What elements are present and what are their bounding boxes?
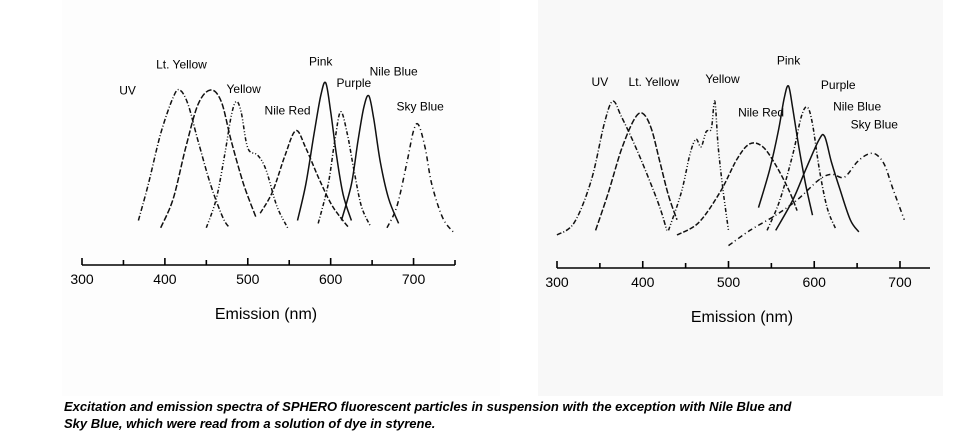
caption-line-1: Excitation and emission spectra of SPHER… (64, 399, 792, 414)
series-label-nile-blue: Nile Blue (370, 65, 418, 79)
x-tick-label: 400 (153, 271, 177, 287)
series-line-uv (556, 100, 668, 236)
series-line-purple (317, 111, 372, 227)
left-panel (62, 0, 500, 396)
series-label-pink: Pink (777, 54, 801, 68)
series-line-sky-blue (728, 152, 906, 247)
series-label-uv: UV (119, 83, 136, 97)
series-label-uv: UV (592, 75, 609, 89)
series-line-nile-red (259, 129, 350, 229)
x-tick-label: 500 (236, 271, 260, 287)
x-tick-label: 700 (888, 274, 912, 290)
series-label-yellow: Yellow (705, 72, 740, 86)
series-label-sky-blue: Sky Blue (851, 118, 899, 132)
series-label-purple: Purple (821, 78, 856, 92)
x-axis-title: Emission (nm) (215, 306, 317, 323)
x-tick-label: 300 (70, 271, 94, 287)
series-line-yellow (205, 100, 289, 229)
x-tick-label: 600 (319, 271, 343, 287)
series-label-pink: Pink (309, 54, 333, 68)
x-axis-title: Emission (nm) (691, 309, 793, 326)
x-tick-label: 300 (545, 274, 569, 290)
series-label-lt-yellow: Lt. Yellow (156, 57, 207, 71)
x-tick-label: 600 (803, 274, 827, 290)
series-label-nile-blue: Nile Blue (833, 99, 881, 113)
caption-line-2: Sky Blue, which were read from a solutio… (64, 416, 436, 431)
series-line-nile-red (676, 142, 798, 236)
series-label-nile-red: Nile Red (738, 105, 784, 119)
series-line-nile-blue (775, 133, 860, 233)
x-tick-label: 700 (402, 271, 426, 287)
series-line-nile-blue (340, 94, 400, 224)
x-tick-label: 400 (631, 274, 655, 290)
right-panel (538, 0, 943, 396)
series-line-lt-yellow (594, 112, 678, 231)
series-label-yellow: Yellow (227, 82, 262, 96)
series-line-lt-yellow (160, 89, 257, 229)
series-line-pink (296, 81, 353, 221)
right-spectra-chart: 300 400 500 600 700 Emission (nm) UV Lt. Yellow… (545, 54, 930, 326)
series-line-uv (137, 88, 231, 229)
series-label-nile-red: Nile Red (265, 104, 311, 118)
series-label-purple: Purple (337, 76, 372, 90)
series-line-yellow (667, 100, 730, 231)
series-label-sky-blue: Sky Blue (397, 99, 445, 113)
series-label-lt-yellow: Lt. Yellow (629, 75, 680, 89)
x-tick-label: 500 (717, 274, 741, 290)
series-line-sky-blue (386, 122, 454, 233)
figure-caption: Excitation and emission spectra of SPHER… (64, 398, 864, 432)
series-line-purple (766, 106, 837, 231)
left-spectra-chart: 300 400 500 600 700 Emission (nm) UV Lt. Yellow… (70, 54, 456, 323)
